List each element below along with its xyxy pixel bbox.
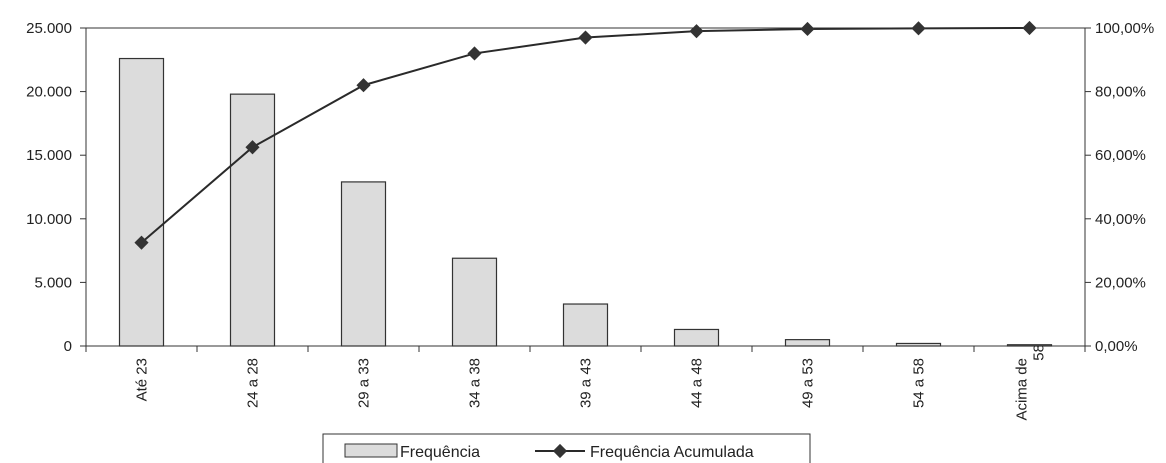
bar-7 [895, 342, 942, 347]
cumulative-point-4 [578, 30, 593, 45]
cumulative-point-1 [245, 140, 260, 155]
x-axis-category-label: 49 a 53 [800, 358, 817, 408]
cumulative-point-8 [1022, 20, 1037, 36]
bar-1 [229, 93, 276, 347]
right-axis-tick-label: 0,00% [1095, 338, 1138, 355]
line-series-frequencia-acumulada [134, 20, 1037, 250]
left-axis-tick-label: 10.000 [26, 211, 72, 228]
left-axis-tick-label: 25.000 [26, 20, 72, 37]
x-axis-category-label: 54 a 58 [911, 358, 928, 408]
x-axis-category-label: 39 a 43 [578, 358, 595, 408]
left-axis-tick-label: 0 [64, 338, 72, 355]
legend-marker-acumulada [552, 443, 568, 459]
bar-2 [340, 181, 387, 347]
right-axis-tick-label: 60,00% [1095, 147, 1146, 164]
bar-0 [118, 57, 165, 347]
legend: Frequência Frequência Acumulada [322, 433, 811, 463]
cumulative-point-6 [800, 21, 815, 37]
legend-label-frequencia-acumulada: Frequência Acumulada [590, 444, 754, 461]
x-axis-category-label: 44 a 48 [689, 358, 706, 408]
cumulative-point-2 [356, 78, 371, 93]
bar-5 [673, 328, 720, 347]
left-y-axis: 0 5.000 10.000 15.000 20.000 25.000 [26, 20, 86, 355]
right-axis-tick-label: 80,00% [1095, 84, 1146, 101]
cumulative-point-3 [467, 46, 482, 61]
legend-label-frequencia: Frequência [400, 444, 480, 461]
left-axis-tick-label: 5.000 [34, 274, 72, 291]
x-axis-category-label: Acima de58 [1014, 344, 1048, 421]
legend-box [322, 433, 811, 463]
cumulative-point-0 [134, 235, 149, 250]
x-axis: Até 23 24 a 28 29 a 33 34 a 38 39 a 43 44 a 4… [85, 344, 1086, 421]
cumulative-point-7 [911, 21, 926, 36]
cumulative-point-5 [689, 24, 704, 39]
x-axis-category-label: 24 a 28 [245, 358, 262, 408]
right-axis-tick-label: 20,00% [1095, 274, 1146, 291]
bar-series-frequencia [118, 57, 1053, 347]
bar-3 [451, 257, 498, 347]
bar-6 [784, 339, 831, 347]
x-axis-category-label: 34 a 38 [467, 358, 484, 408]
legend-swatch-frequencia [344, 443, 398, 458]
right-axis-tick-label: 40,00% [1095, 211, 1146, 228]
left-axis-tick-label: 15.000 [26, 147, 72, 164]
x-axis-category-label: 29 a 33 [356, 358, 373, 408]
right-y-axis: 0,00% 20,00% 40,00% 60,00% 80,00% 100,00% [1085, 20, 1154, 355]
bar-4 [562, 303, 609, 347]
bar-8 [1006, 344, 1053, 347]
right-axis-tick-label: 100,00% [1095, 20, 1154, 37]
left-axis-tick-label: 20.000 [26, 84, 72, 101]
x-axis-category-label: Até 23 [134, 358, 151, 401]
